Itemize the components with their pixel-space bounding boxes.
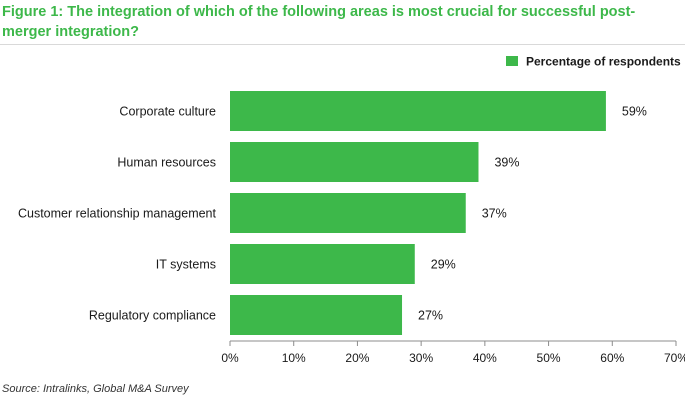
category-labels: Corporate culture Human resources Customer… [18,105,217,323]
x-tick-label: 20% [345,351,369,365]
x-tick-label: 0% [221,351,239,365]
bar [230,142,479,182]
legend-swatch [506,56,518,66]
value-label: 59% [622,105,647,119]
category-label: Customer relationship management [18,207,217,221]
bars [230,91,606,335]
title-divider [0,44,685,45]
value-labels: 59% 39% 37% 29% 27% [418,105,647,323]
category-label: Regulatory compliance [89,309,216,323]
value-label: 39% [494,156,519,170]
source-note: Source: Intralinks, Global M&A Survey [2,383,189,395]
x-tick-label: 50% [537,351,561,365]
bar [230,193,466,233]
category-label: IT systems [156,258,216,272]
bar [230,295,403,335]
category-label: Human resources [117,156,216,170]
bar [230,91,606,131]
bar [230,244,415,284]
x-axis: 0% 10% 20% 30% 40% 50% 60% 70% [221,340,685,365]
legend: Percentage of respondents [506,55,681,69]
x-tick-label: 30% [409,351,433,365]
legend-label: Percentage of respondents [526,55,681,69]
value-label: 37% [482,207,507,221]
x-tick-label: 10% [282,351,306,365]
chart-title: Figure 1: The integration of which of th… [2,4,636,40]
x-tick-label: 40% [473,351,497,365]
value-label: 29% [431,258,456,272]
x-tick-label: 70% [664,351,685,365]
value-label: 27% [418,309,443,323]
category-label: Corporate culture [119,105,216,119]
x-tick-label: 60% [600,351,624,365]
